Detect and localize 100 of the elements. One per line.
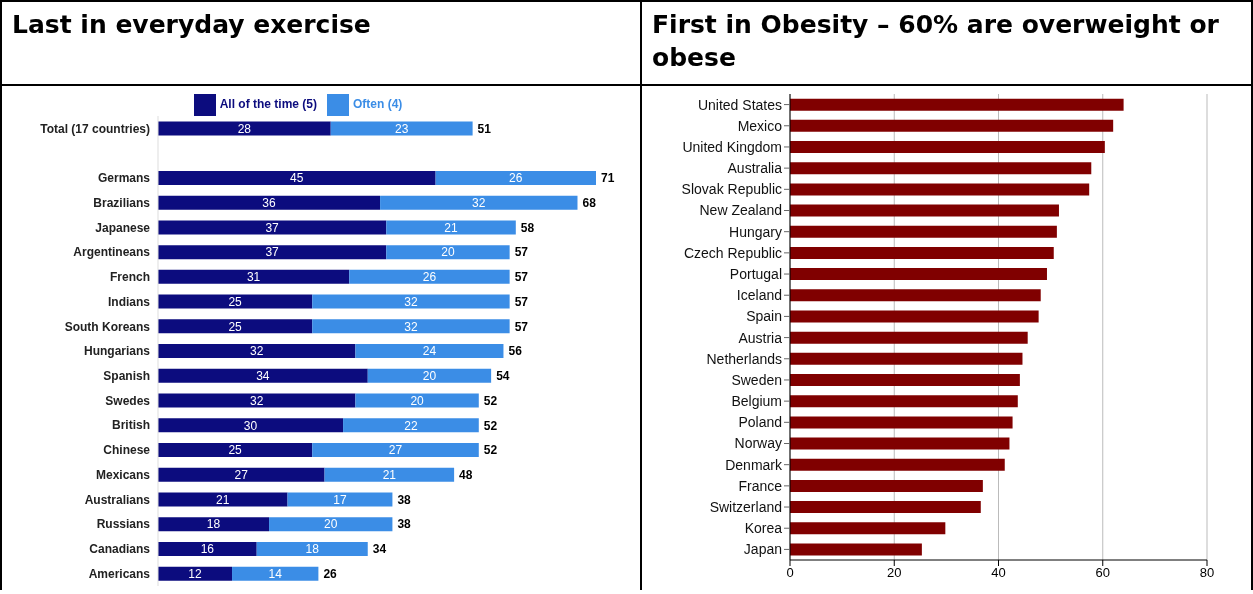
total-label: 48	[459, 468, 473, 483]
data-label: 21	[444, 220, 459, 235]
y-tick-label: Korea	[744, 520, 783, 537]
data-label: 17	[333, 492, 347, 507]
data-label: 22	[404, 418, 418, 433]
total-label: 38	[397, 517, 412, 532]
data-label: 28	[237, 121, 252, 136]
data-label: 30	[243, 418, 258, 433]
data-label: 18	[305, 542, 320, 557]
y-tick-label: United Kingdom	[682, 138, 782, 155]
data-label: 31	[246, 270, 261, 285]
y-tick-label: Czech Republic	[683, 244, 782, 261]
y-tick-label: New Zealand	[699, 202, 782, 219]
data-label: 20	[324, 517, 338, 532]
y-tick-label: Brazilians	[93, 195, 151, 210]
y-tick-label: Mexico	[737, 117, 783, 134]
y-tick-label: Chinese	[103, 443, 151, 458]
y-tick-label: Portugal	[729, 266, 782, 283]
total-label: 38	[397, 492, 412, 507]
data-label: 12	[188, 566, 203, 581]
y-tick-label: Japan	[743, 541, 782, 558]
y-tick-label: Americans	[88, 566, 151, 581]
data-label: 26	[422, 270, 437, 285]
legend-label: Often (4)	[353, 97, 403, 112]
y-tick-label: Australians	[84, 492, 151, 507]
y-tick-label: Netherlands	[706, 350, 782, 367]
total-label: 56	[508, 344, 523, 359]
data-label: 32	[404, 319, 418, 334]
y-tick-label: Mexicans	[95, 467, 151, 482]
total-label: 52	[483, 393, 498, 408]
total-label: 52	[483, 443, 498, 458]
y-tick-label: Argentineans	[73, 245, 151, 260]
y-tick-label: Russians	[96, 517, 151, 532]
data-label: 37	[265, 245, 280, 260]
y-tick-label: Slovak Republic	[681, 181, 782, 198]
y-tick-label: Belgium	[731, 393, 782, 410]
total-label: 26	[323, 566, 338, 581]
data-label: 36	[262, 195, 277, 210]
total-label: 57	[514, 319, 529, 334]
data-label: 18	[206, 517, 221, 532]
y-tick-label: Spanish	[103, 369, 150, 383]
total-label: 54	[496, 369, 510, 384]
y-tick-label: Sweden	[731, 371, 782, 388]
x-tick-label: 0	[786, 565, 794, 581]
legend-label: All of the time (5)	[219, 97, 317, 112]
data-label: 21	[382, 468, 397, 483]
data-label: 26	[509, 171, 523, 186]
y-tick-label: Swedes	[105, 393, 151, 408]
data-label: 24	[422, 344, 437, 359]
data-label: 25	[228, 294, 243, 309]
data-label: 27	[234, 468, 249, 483]
y-tick-label: Germans	[97, 171, 151, 186]
data-label: 25	[228, 319, 243, 334]
y-tick-label: Austria	[738, 329, 783, 346]
total-label: 34	[372, 542, 387, 557]
x-tick-label: 80	[1199, 565, 1215, 581]
data-label: 20	[441, 245, 455, 260]
data-label: 25	[228, 443, 243, 458]
y-tick-label: France	[738, 477, 783, 494]
y-tick-label: British	[111, 418, 150, 433]
y-tick-label: Total (17 countries)	[40, 121, 150, 136]
data-label: 20	[422, 369, 437, 384]
y-tick-label: Canadians	[89, 542, 151, 557]
data-label: 32	[404, 294, 418, 309]
data-label: 27	[388, 443, 403, 458]
data-label: 32	[472, 195, 486, 210]
total-label: 71	[601, 171, 615, 186]
data-label: 21	[216, 492, 230, 507]
data-label: 32	[250, 393, 264, 408]
data-label: 45	[290, 171, 304, 186]
x-tick-label: 60	[1095, 565, 1110, 581]
x-tick-label: 40	[991, 565, 1006, 581]
chart-title: Last in everyday exercise	[2, 2, 640, 86]
total-label: 68	[582, 195, 597, 210]
y-tick-label: Switzerland	[709, 499, 782, 516]
y-tick-label: Japanese	[95, 220, 151, 235]
total-label: 51	[477, 121, 492, 136]
chart-title: First in Obesity – 60% are overweight or obese	[642, 2, 1251, 86]
y-tick-label: Hungary	[729, 223, 782, 240]
total-label: 57	[514, 245, 529, 260]
data-label: 20	[410, 393, 425, 408]
y-tick-label: Australia	[727, 160, 783, 177]
y-tick-label: Iceland	[736, 287, 782, 304]
y-tick-label: South Koreans	[64, 319, 151, 334]
data-label: 14	[268, 566, 283, 581]
x-tick-label: 20	[887, 565, 902, 581]
data-label: 34	[256, 369, 270, 384]
y-tick-label: Hungarians	[83, 344, 151, 359]
y-tick-label: Spain	[746, 308, 782, 325]
data-label: 16	[200, 542, 215, 557]
y-tick-label: Indians	[107, 294, 151, 309]
y-tick-label: United States	[697, 96, 782, 113]
y-tick-label: Poland	[738, 414, 782, 431]
y-tick-label: French	[109, 270, 150, 285]
total-label: 57	[514, 294, 529, 309]
total-label: 52	[483, 418, 498, 433]
data-label: 32	[250, 344, 264, 359]
data-label: 23	[395, 121, 409, 136]
total-label: 57	[514, 270, 529, 285]
y-tick-label: Denmark	[725, 456, 783, 473]
